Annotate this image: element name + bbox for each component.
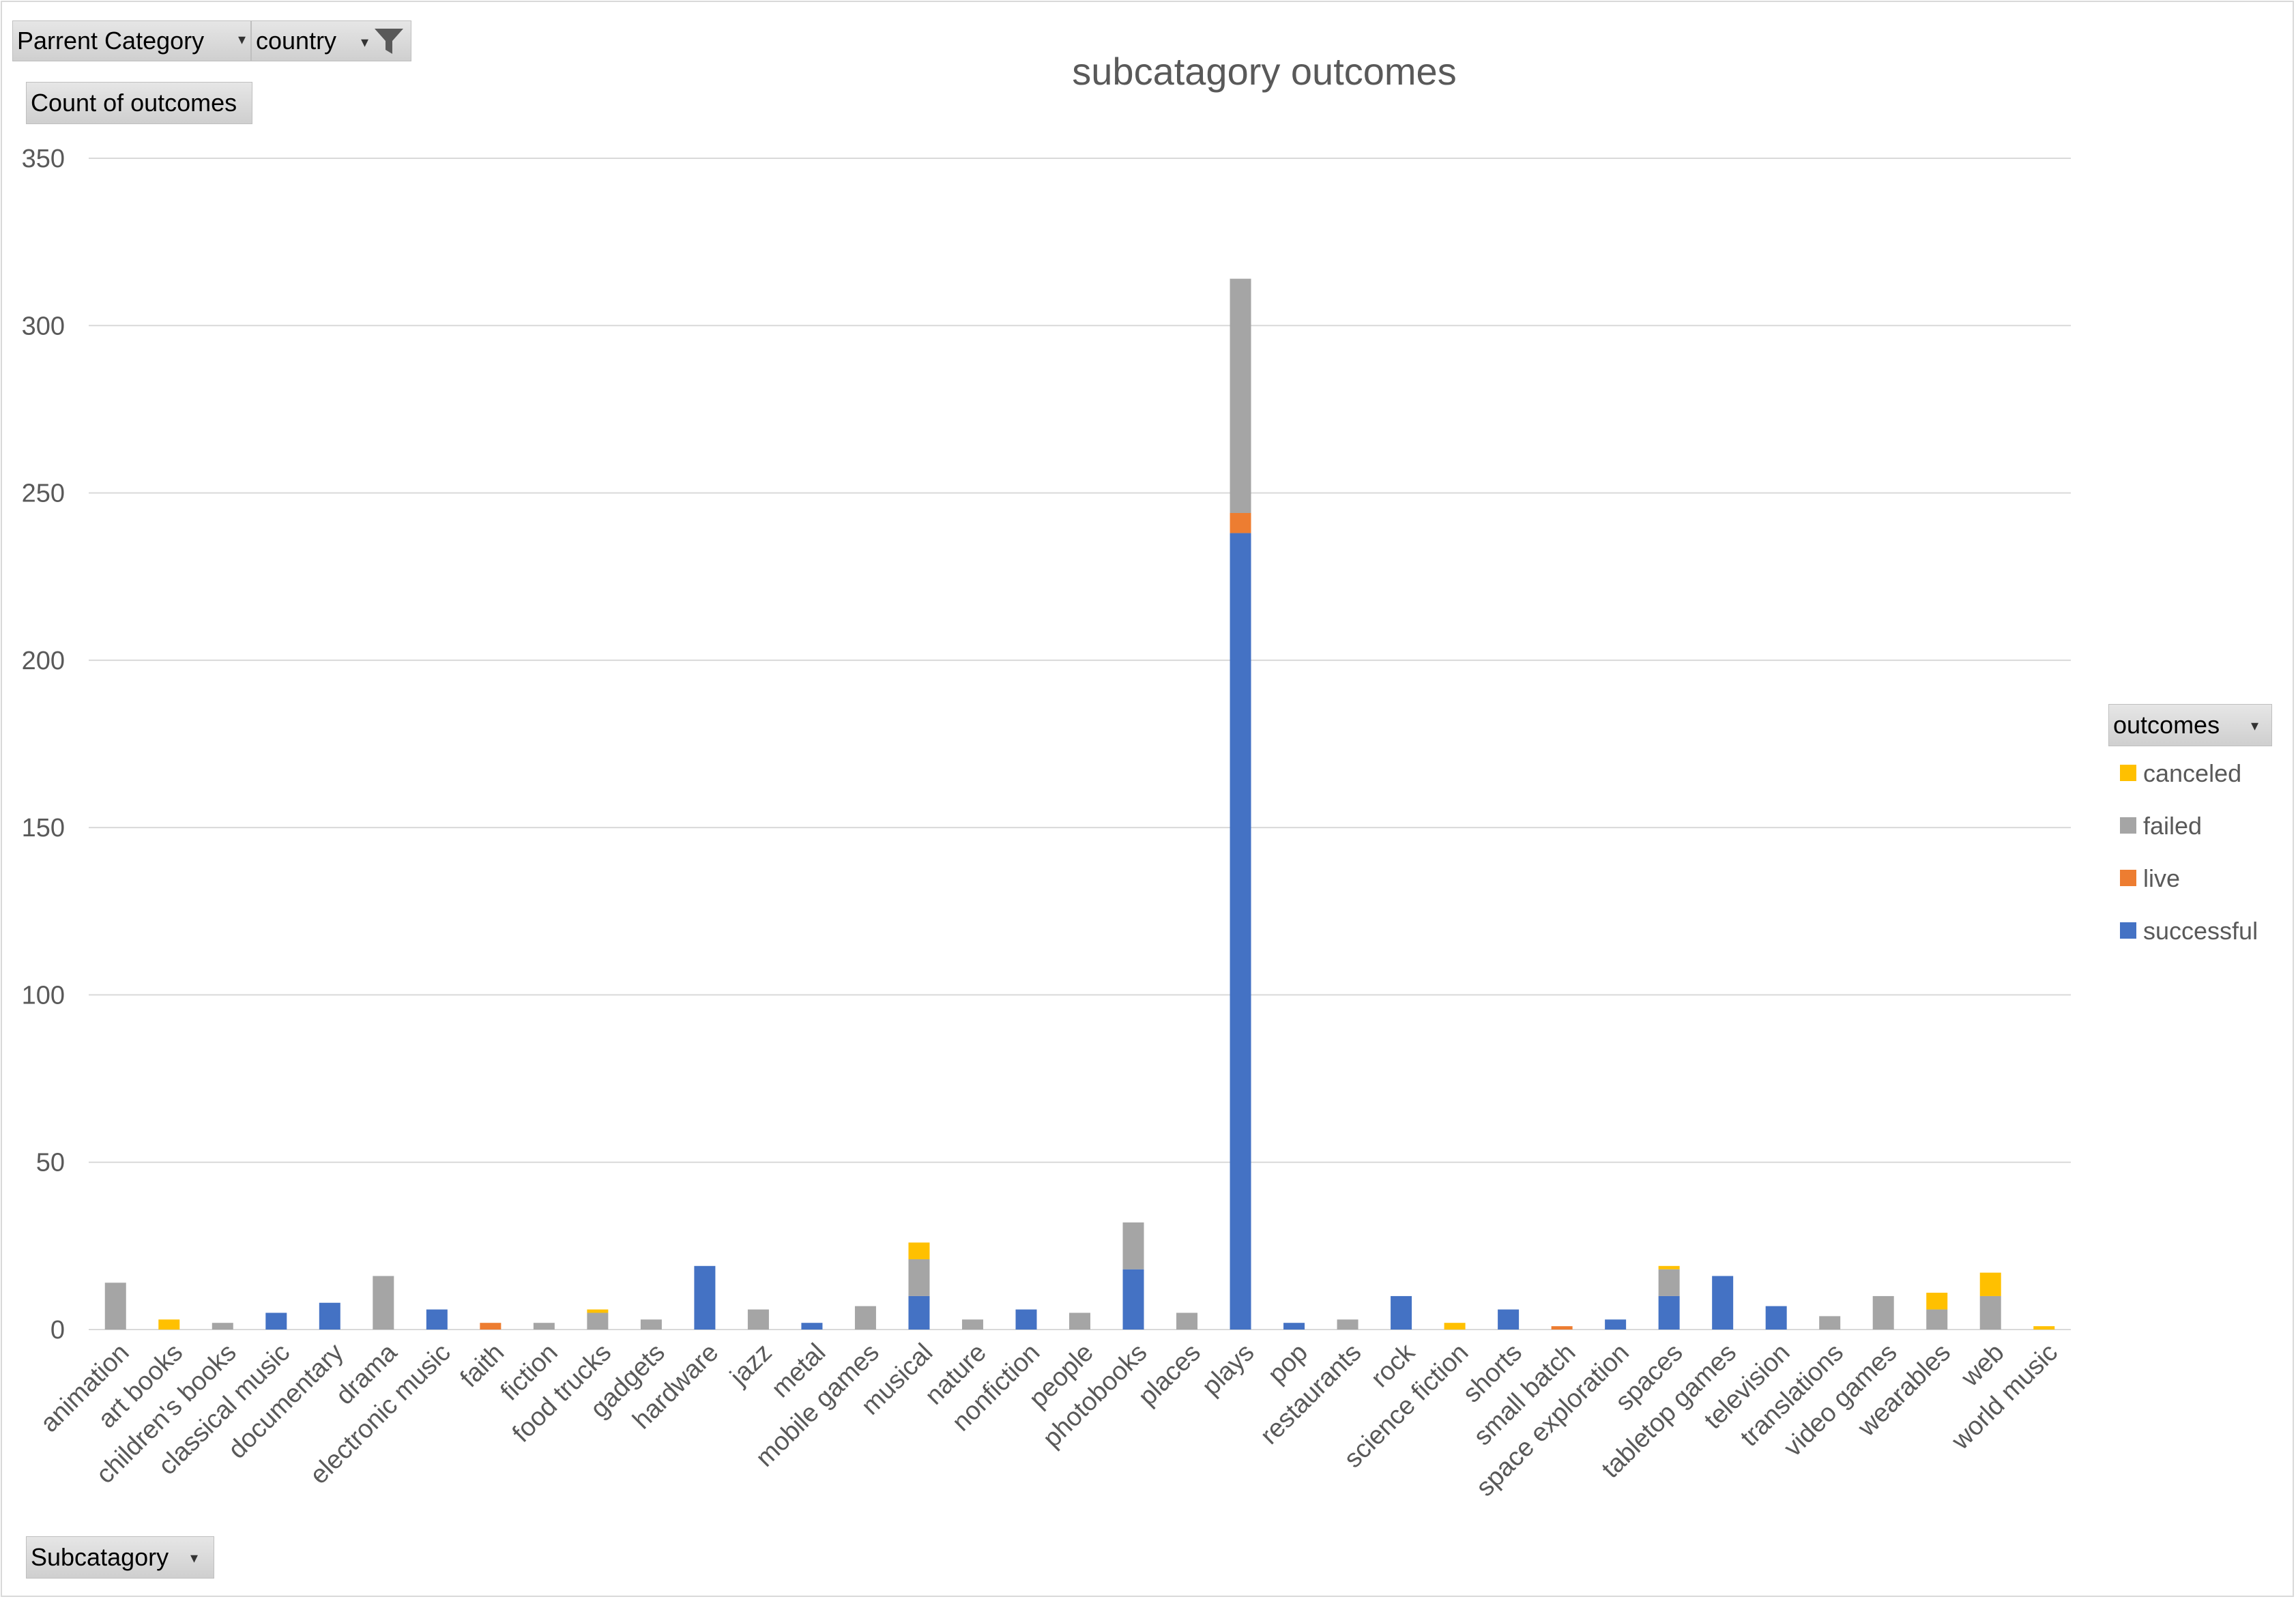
- bar-segment-canceled: [158, 1319, 180, 1330]
- dropdown-arrow-icon[interactable]: ▾: [190, 1549, 199, 1566]
- bar-segment-successful: [1283, 1323, 1305, 1330]
- bar-segment-successful: [1230, 533, 1251, 1330]
- bar-segment-failed: [1819, 1316, 1841, 1330]
- bar-segment-successful: [265, 1312, 287, 1330]
- bar-segment-failed: [747, 1309, 769, 1330]
- bar-segment-canceled: [2033, 1326, 2055, 1330]
- x-tick-label: places: [1133, 1338, 1206, 1411]
- bar-segment-successful: [319, 1302, 340, 1330]
- bar-segment-failed: [104, 1282, 126, 1330]
- bar-segment-failed: [961, 1319, 983, 1330]
- axis-field-button[interactable]: Subcatagory ▾: [26, 1536, 214, 1579]
- bar-segment-successful: [1765, 1306, 1787, 1330]
- legend-label-successful: successful: [2143, 917, 2258, 945]
- gridlines: [89, 158, 2071, 1330]
- y-tick-label: 300: [22, 312, 65, 340]
- bar-segment-canceled: [1658, 1265, 1680, 1270]
- bar-segment-successful: [801, 1323, 823, 1330]
- bar-segment-failed: [908, 1259, 930, 1296]
- dropdown-arrow-icon[interactable]: ▾: [2251, 717, 2259, 734]
- bar-segment-successful: [1015, 1309, 1037, 1330]
- bar-segment-canceled: [1979, 1272, 2001, 1296]
- legend-field-label: outcomes: [2113, 711, 2220, 739]
- bar-segment-failed: [1069, 1312, 1090, 1330]
- bar-segment-failed: [854, 1306, 876, 1330]
- value-field-label: Count of outcomes: [31, 89, 237, 117]
- bar-segment-failed: [1658, 1269, 1680, 1296]
- country-filter-button[interactable]: country ▾: [251, 20, 411, 61]
- bar-segment-live: [480, 1323, 502, 1330]
- y-tick-label: 250: [22, 480, 65, 508]
- parent-category-label: Parrent Category: [17, 27, 205, 55]
- legend: canceled failed live successful: [2120, 759, 2258, 945]
- funnel-filter-icon[interactable]: [373, 27, 405, 57]
- bar-segment-live: [1230, 513, 1251, 533]
- bar-segment-failed: [640, 1319, 662, 1330]
- bar-segment-successful: [694, 1265, 716, 1330]
- bar-segment-failed: [373, 1276, 394, 1330]
- value-field-button[interactable]: Count of outcomes: [26, 82, 252, 124]
- bar-segment-failed: [1230, 278, 1251, 514]
- bar-segment-successful: [1712, 1276, 1734, 1330]
- chart-title: subcatagory outcomes: [1072, 50, 1456, 93]
- bar-segment-failed: [1122, 1222, 1144, 1270]
- bar-segment-failed: [1176, 1312, 1198, 1330]
- y-tick-label: 350: [22, 145, 65, 173]
- legend-field-button[interactable]: outcomes ▾: [2108, 704, 2272, 746]
- bar-segment-canceled: [1926, 1293, 1948, 1310]
- bar-segment-successful: [1498, 1309, 1520, 1330]
- bar-segment-successful: [1605, 1319, 1627, 1330]
- bar-segment-failed: [1926, 1309, 1948, 1330]
- legend-swatch-canceled: [2120, 765, 2136, 781]
- bar-segment-failed: [1979, 1295, 2001, 1330]
- legend-swatch-live: [2120, 870, 2136, 886]
- x-tick-label: restaurants: [1255, 1338, 1367, 1450]
- x-tick-label: plays: [1197, 1338, 1260, 1401]
- bar-segment-canceled: [908, 1242, 930, 1259]
- bar-segment-failed: [1872, 1295, 1894, 1330]
- parent-category-filter-button[interactable]: Parrent Category ▾: [12, 20, 251, 61]
- bar-segment-failed: [533, 1323, 555, 1330]
- bar-segment-successful: [426, 1309, 448, 1330]
- bar-segment-successful: [1658, 1295, 1680, 1330]
- legend-swatch-successful: [2120, 922, 2136, 939]
- country-label: country: [256, 27, 337, 55]
- y-tick-label: 100: [22, 981, 65, 1010]
- dropdown-arrow-icon[interactable]: ▾: [361, 33, 369, 50]
- y-axis-ticks: 0 50 100 150 200 250 300 350: [22, 145, 65, 1345]
- bar-segment-failed: [1337, 1319, 1358, 1330]
- bar-segment-successful: [908, 1295, 930, 1330]
- bar-segment-successful: [1391, 1295, 1412, 1330]
- bar-segment-failed: [587, 1312, 609, 1330]
- y-tick-label: 150: [22, 814, 65, 842]
- bar-segment-failed: [212, 1323, 233, 1330]
- y-tick-label: 0: [50, 1316, 65, 1345]
- y-tick-label: 50: [36, 1149, 65, 1177]
- legend-swatch-failed: [2120, 817, 2136, 834]
- bar-segment-canceled: [1444, 1323, 1466, 1330]
- bar-segment-live: [1551, 1326, 1573, 1330]
- legend-label-live: live: [2143, 864, 2180, 892]
- legend-label-failed: failed: [2143, 812, 2202, 840]
- y-tick-label: 200: [22, 647, 65, 675]
- axis-field-label: Subcatagory: [31, 1543, 169, 1571]
- bars: [104, 278, 2055, 1330]
- bar-segment-canceled: [587, 1309, 609, 1313]
- legend-label-canceled: canceled: [2143, 759, 2241, 787]
- dropdown-arrow-icon[interactable]: ▾: [238, 31, 246, 48]
- bar-segment-successful: [1122, 1269, 1144, 1330]
